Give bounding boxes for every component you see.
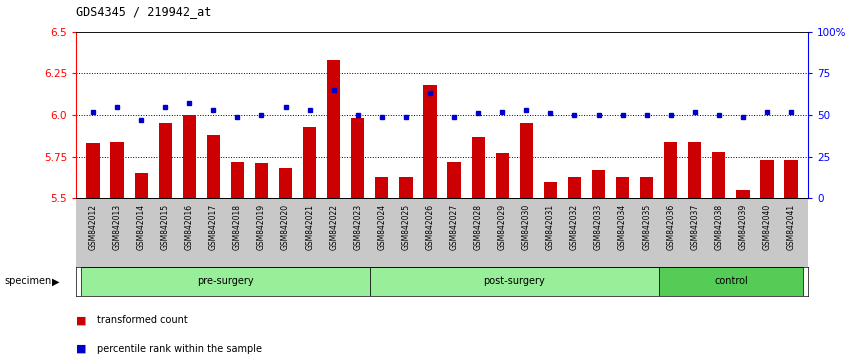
Text: GSM842027: GSM842027 [449,204,459,250]
Text: specimen: specimen [4,276,52,286]
Bar [135,173,148,198]
Bar [423,85,437,198]
Text: GSM842013: GSM842013 [113,204,122,250]
Text: transformed count: transformed count [97,315,188,325]
Bar [376,177,388,198]
Text: GSM842035: GSM842035 [642,204,651,250]
Bar [616,177,629,198]
Text: ■: ■ [76,344,86,354]
Text: GSM842019: GSM842019 [257,204,266,250]
Text: GSM842026: GSM842026 [426,204,435,250]
Text: GSM842023: GSM842023 [354,204,362,250]
Bar [303,127,316,198]
Text: GSM842021: GSM842021 [305,204,314,250]
Text: post-surgery: post-surgery [483,276,545,286]
Text: GSM842024: GSM842024 [377,204,387,250]
Bar [471,137,485,198]
Text: GSM842016: GSM842016 [184,204,194,250]
Bar [158,123,172,198]
Bar [784,160,798,198]
Text: control: control [714,276,748,286]
Text: GSM842017: GSM842017 [209,204,218,250]
Text: GSM842030: GSM842030 [522,204,530,250]
Bar [592,170,605,198]
Bar [231,162,244,198]
Text: GSM842029: GSM842029 [497,204,507,250]
Bar [399,177,413,198]
Bar [736,190,750,198]
Text: GSM842031: GSM842031 [546,204,555,250]
Text: GSM842025: GSM842025 [401,204,410,250]
Bar [568,177,581,198]
Bar [351,118,365,198]
Bar [81,267,370,296]
Bar [111,142,124,198]
Bar [86,143,100,198]
Text: GDS4345 / 219942_at: GDS4345 / 219942_at [76,5,212,18]
Text: GSM842033: GSM842033 [594,204,603,250]
Bar [279,168,292,198]
Text: ■: ■ [76,315,86,325]
Text: GSM842012: GSM842012 [89,204,97,250]
Bar [206,135,220,198]
Bar [519,123,533,198]
Bar [761,160,773,198]
Text: GSM842032: GSM842032 [570,204,579,250]
Bar [448,162,461,198]
Text: GSM842015: GSM842015 [161,204,170,250]
Bar [688,142,701,198]
Text: GSM842037: GSM842037 [690,204,700,250]
Text: pre-surgery: pre-surgery [197,276,254,286]
Bar [640,177,653,198]
Text: ▶: ▶ [52,276,60,286]
Text: GSM842040: GSM842040 [762,204,772,250]
Bar [544,182,557,198]
Bar [327,60,340,198]
Text: GSM842038: GSM842038 [714,204,723,250]
Bar [712,152,726,198]
Text: GSM842034: GSM842034 [618,204,627,250]
Text: GSM842020: GSM842020 [281,204,290,250]
Text: GSM842036: GSM842036 [666,204,675,250]
Text: percentile rank within the sample: percentile rank within the sample [97,344,262,354]
Text: GSM842018: GSM842018 [233,204,242,250]
Bar [183,115,196,198]
Text: GSM842022: GSM842022 [329,204,338,250]
Text: GSM842028: GSM842028 [474,204,483,250]
Bar [496,153,508,198]
Bar [255,163,268,198]
Text: GSM842014: GSM842014 [137,204,146,250]
Bar [659,267,803,296]
Bar [370,267,659,296]
Text: GSM842041: GSM842041 [787,204,795,250]
Bar [664,142,678,198]
Text: GSM842039: GSM842039 [739,204,747,250]
